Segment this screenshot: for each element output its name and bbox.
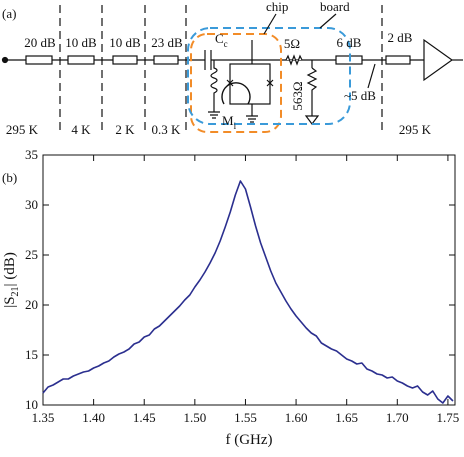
attenuator [153, 55, 179, 65]
inductor [210, 60, 218, 106]
chip-boundary [190, 33, 282, 133]
attenuator-label: 10 dB [109, 35, 141, 50]
panel-label: (a) [2, 6, 16, 21]
shunt-resistor [306, 67, 318, 116]
attenuator-label: 20 dB [24, 35, 56, 50]
capacitor-label: Cc [215, 31, 228, 49]
temperature-label: 295 K [6, 122, 39, 137]
resistor-label: 5Ω [284, 36, 300, 51]
x-tick-label: 1.35 [32, 410, 55, 425]
subscript: i [234, 121, 237, 131]
x-tick-label: 1.55 [234, 410, 257, 425]
y-tick-label: 30 [25, 197, 38, 212]
label-part: | (dB) [2, 252, 18, 286]
amplifier [423, 38, 454, 82]
mutual-label: Mi [222, 113, 237, 131]
junction [226, 79, 274, 87]
ground [246, 115, 258, 123]
pointer [319, 13, 337, 29]
temperature-label: 4 K [71, 122, 91, 137]
x-tick-label: 1.45 [133, 410, 156, 425]
board-boundary [187, 27, 351, 125]
plot-frame [42, 154, 456, 406]
chip-label: chip [266, 0, 288, 14]
mutual-arrow [221, 82, 251, 105]
symbol: M [222, 113, 234, 128]
y-tick-label: 25 [25, 247, 38, 262]
y-tick-label: 35 [25, 147, 38, 162]
x-axis-label: f (GHz) [225, 432, 272, 448]
attenuator-label: 2 dB [388, 30, 413, 45]
data-line [42, 180, 454, 404]
y-tick-label: 20 [25, 297, 38, 312]
loss-label: ~5 dB [344, 88, 376, 103]
x-tick-label: 1.75 [437, 410, 460, 425]
attenuator [67, 55, 95, 65]
temperature-label: 295 K [399, 122, 432, 137]
panel-label: (b) [2, 170, 17, 185]
attenuator [385, 55, 411, 65]
x-tick-label: 1.65 [335, 410, 358, 425]
series-resistor [285, 54, 303, 66]
x-tick-label: 1.70 [386, 410, 409, 425]
attenuator [112, 55, 138, 65]
resistor-label: 563Ω [290, 81, 305, 110]
board-label: board [320, 0, 350, 14]
x-tick-label: 1.60 [285, 410, 308, 425]
ground [304, 115, 320, 125]
ground [208, 111, 220, 119]
attenuator-label: 23 dB [151, 35, 183, 50]
squid-loop [229, 63, 271, 105]
x-tick-label: 1.40 [82, 410, 105, 425]
symbol: C [215, 31, 224, 46]
temperature-label: 0.3 K [152, 122, 182, 137]
temperature-label: 2 K [115, 122, 135, 137]
pointer [263, 13, 277, 35]
y-tick-label: 10 [25, 397, 38, 412]
subscript: 21 [10, 286, 21, 296]
subscript: c [224, 39, 228, 49]
x-tick-label: 1.50 [183, 410, 206, 425]
label-part: |S [2, 296, 18, 307]
pointer [367, 63, 376, 89]
y-axis-label: |S21| (dB) [2, 252, 21, 308]
attenuator-label: 10 dB [65, 35, 97, 50]
y-tick-label: 15 [25, 347, 38, 362]
circuit-diagram [1, 5, 463, 135]
attenuator-label: 6 dB [337, 35, 362, 50]
attenuator [25, 55, 53, 65]
